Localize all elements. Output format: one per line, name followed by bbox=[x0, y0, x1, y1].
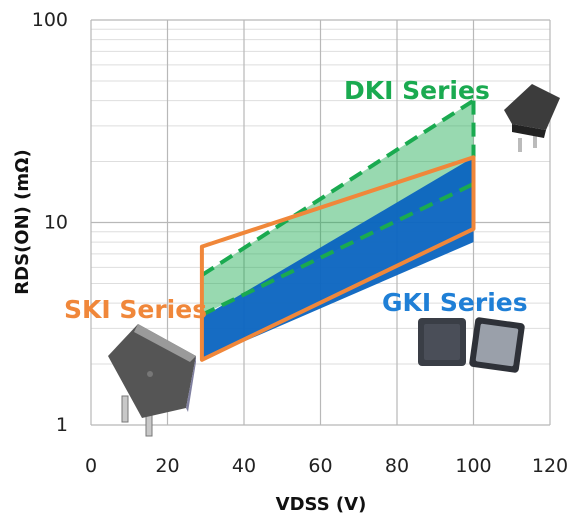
y-tick-label: 1 bbox=[56, 414, 68, 436]
dki-lower-boundary bbox=[201, 182, 475, 317]
dki-upper-boundary bbox=[200, 98, 475, 277]
gki-series-label: GKI Series bbox=[382, 288, 528, 317]
x-tick-label: 80 bbox=[385, 455, 409, 477]
dki-series-area bbox=[201, 100, 474, 315]
to263-package-icon bbox=[108, 324, 196, 437]
dki-series-label: DKI Series bbox=[344, 76, 490, 105]
y-tick-label: 10 bbox=[44, 212, 68, 234]
ski-series-label: SKI Series bbox=[64, 295, 207, 324]
x-tick-label: 0 bbox=[85, 455, 97, 477]
x-tick-label: 100 bbox=[455, 455, 491, 477]
y-tick-label: 100 bbox=[32, 9, 68, 31]
qfn-package-icon-light bbox=[469, 317, 525, 373]
x-tick-label: 20 bbox=[155, 455, 179, 477]
x-tick-label: 120 bbox=[532, 455, 568, 477]
x-tick-label: 60 bbox=[308, 455, 332, 477]
series-areas bbox=[199, 98, 476, 362]
y-axis-label: RDS(ON) (mΩ) bbox=[12, 149, 33, 294]
gki-series-area bbox=[201, 157, 474, 360]
ski-series-outline bbox=[199, 155, 476, 362]
dpak-package-icon-small bbox=[504, 84, 560, 152]
x-tick-label: 40 bbox=[232, 455, 256, 477]
qfn-package-icon-dark bbox=[418, 318, 466, 366]
x-axis-label: VDSS (V) bbox=[276, 494, 367, 515]
